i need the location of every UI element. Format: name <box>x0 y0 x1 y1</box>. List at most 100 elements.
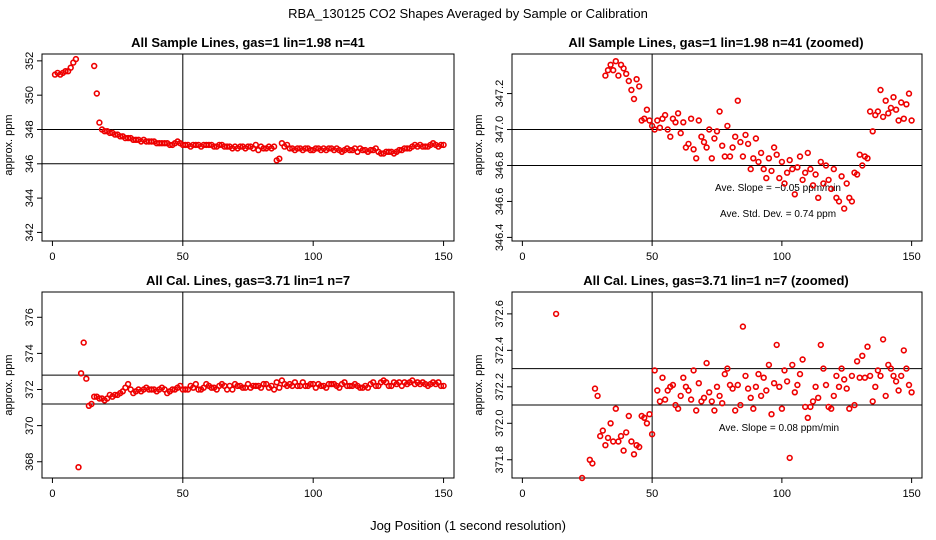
data-point <box>838 365 845 372</box>
data-point <box>783 378 791 385</box>
data-point <box>609 66 617 74</box>
data-point <box>791 191 798 198</box>
data-point <box>111 391 119 399</box>
data-point <box>726 153 734 160</box>
data-point <box>609 438 617 445</box>
data-point <box>437 141 445 149</box>
y-tick-label: 342 <box>24 223 36 241</box>
data-point <box>897 99 905 106</box>
data-point <box>182 141 189 149</box>
x-tick-label: 100 <box>304 488 322 500</box>
data-point <box>599 427 606 434</box>
data-point <box>440 382 447 390</box>
panel-sample-lines-zoomed: All Sample Lines, gas=1 lin=1.98 n=41 (z… <box>473 35 923 263</box>
data-point <box>750 405 757 412</box>
y-tick-label: 372.0 <box>494 410 506 438</box>
data-point <box>794 381 801 389</box>
data-point <box>809 182 817 189</box>
data-point <box>812 171 819 178</box>
figure-title: RBA_130125 CO2 Shapes Averaged by Sample… <box>288 6 648 21</box>
data-point <box>67 64 74 71</box>
data-point <box>848 198 856 205</box>
data-point <box>396 146 403 154</box>
data-point <box>615 438 622 445</box>
data-point <box>607 420 614 427</box>
figure-x-label: Jog Position (1 second resolution) <box>370 518 566 533</box>
data-point <box>90 393 98 400</box>
data-point <box>195 386 202 393</box>
data-point <box>302 382 309 390</box>
panel-cal-lines: All Cal. Lines, gas=3.71 lin=1 n=7 appro… <box>3 273 455 500</box>
data-point <box>116 133 124 140</box>
data-point <box>661 396 669 403</box>
data-point <box>641 414 648 421</box>
x-tick-label: 100 <box>773 488 791 500</box>
data-point <box>346 146 353 154</box>
data-point <box>833 372 840 380</box>
panel-title: All Sample Lines, gas=1 lin=1.98 n=41 (z… <box>568 35 863 50</box>
data-point <box>713 128 721 135</box>
data-point <box>687 115 695 122</box>
data-point <box>307 380 314 388</box>
data-point <box>830 392 837 400</box>
data-point <box>552 310 560 318</box>
data-point <box>75 464 82 471</box>
data-point <box>260 145 267 152</box>
data-point <box>674 110 682 117</box>
data-point <box>169 386 176 393</box>
data-point <box>674 405 682 412</box>
data-point <box>848 372 856 380</box>
data-point <box>747 165 754 173</box>
data-point <box>734 97 741 104</box>
data-point <box>887 104 895 112</box>
data-point <box>356 384 364 391</box>
data-point <box>359 146 366 154</box>
data-point <box>846 405 853 412</box>
data-point <box>643 420 651 427</box>
data-point <box>596 432 604 440</box>
data-point <box>900 347 907 354</box>
y-tick-label: 348 <box>24 120 36 138</box>
data-point <box>643 106 651 113</box>
data-point <box>628 86 635 94</box>
data-point <box>270 143 278 150</box>
data-point <box>721 370 728 378</box>
x-tick-label: 100 <box>304 251 322 263</box>
data-point <box>866 372 874 380</box>
data-point <box>641 115 648 122</box>
data-point <box>229 386 236 393</box>
data-point <box>646 117 653 124</box>
data-point <box>718 142 726 149</box>
data-point <box>252 382 260 390</box>
data-point <box>903 365 910 372</box>
data-point <box>872 383 879 390</box>
data-point <box>685 387 692 394</box>
data-point <box>835 383 843 390</box>
data-point <box>612 57 619 65</box>
data-point <box>166 141 174 149</box>
data-point <box>589 460 596 467</box>
data-point <box>770 144 778 151</box>
data-point <box>677 129 684 137</box>
data-point <box>148 138 155 145</box>
data-point <box>622 429 630 436</box>
data-point <box>106 129 114 137</box>
data-point <box>685 140 692 148</box>
data-point <box>625 412 632 420</box>
data-point <box>905 381 913 389</box>
data-point <box>244 143 252 150</box>
data-point <box>786 454 793 462</box>
data-point <box>905 90 913 97</box>
data-point <box>830 165 837 173</box>
data-point <box>843 180 850 187</box>
data-point <box>182 386 189 393</box>
data-point <box>628 438 635 445</box>
data-point <box>778 158 786 166</box>
data-point <box>817 158 824 166</box>
data-point <box>786 156 793 164</box>
data-point <box>820 180 827 187</box>
data-point <box>635 83 643 90</box>
data-point <box>804 414 811 421</box>
data-point <box>752 383 760 390</box>
y-tick-label: 368 <box>24 453 36 471</box>
